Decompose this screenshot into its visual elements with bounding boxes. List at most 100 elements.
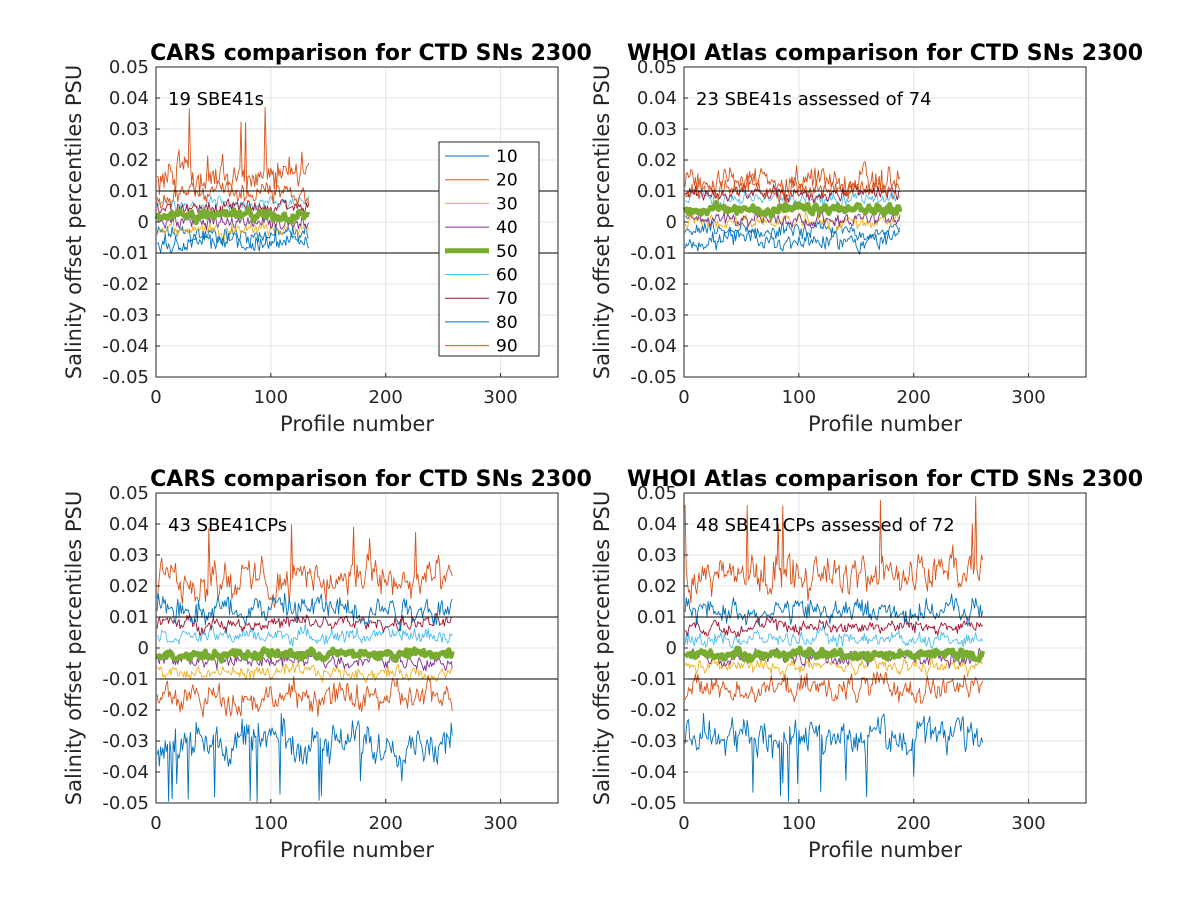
series-line-p70 xyxy=(156,198,310,216)
x-tick-label: 0 xyxy=(150,813,161,834)
chart-annotation: 43 SBE41CPs xyxy=(168,515,287,536)
y-tick-label: 0.05 xyxy=(637,483,677,504)
series-line-p90 xyxy=(156,675,453,718)
y-tick-label: -0.02 xyxy=(102,700,149,721)
y-tick-label: -0.01 xyxy=(102,243,149,264)
series-line-p90 xyxy=(684,671,984,704)
series-line-p50 xyxy=(154,646,455,664)
y-tick-label: -0.03 xyxy=(102,731,149,752)
x-tick-label: 300 xyxy=(483,387,517,408)
y-tick-label: 0.05 xyxy=(109,57,149,78)
series-line-p50 xyxy=(154,206,311,226)
y-tick-label: -0.01 xyxy=(630,669,677,690)
y-tick-label: -0.02 xyxy=(630,274,677,295)
y-tick-label: 0 xyxy=(138,638,149,659)
y-tick-label: -0.05 xyxy=(102,367,149,388)
y-tick-label: 0.03 xyxy=(109,545,149,566)
x-tick-label: 100 xyxy=(782,387,816,408)
x-tick-label: 300 xyxy=(483,813,517,834)
panel-whoi-sbe41: 0.05 0.04 0.03 0.02 0.01 0 -0.01 -0.02 -0.03 -0.0… xyxy=(590,41,1143,436)
x-tick-label: 200 xyxy=(369,813,403,834)
y-tick-label: 0.02 xyxy=(109,576,149,597)
chart-title: CARS comparison for CTD SNs 2300 xyxy=(150,41,592,66)
x-tick-label: 0 xyxy=(678,387,689,408)
x-tick-label: 100 xyxy=(254,387,288,408)
y-tick-label: 0.01 xyxy=(637,607,677,628)
x-axis-label: Profile number xyxy=(808,412,962,436)
y-tick-label: 0.03 xyxy=(109,119,149,140)
x-tick-label: 100 xyxy=(782,813,816,834)
y-tick-label: 0.01 xyxy=(637,181,677,202)
y-tick-label: -0.01 xyxy=(630,243,677,264)
legend-label-p90: 90 xyxy=(496,337,518,357)
y-tick-label: -0.03 xyxy=(630,731,677,752)
x-axis-label: Profile number xyxy=(808,838,962,862)
y-tick-label: -0.01 xyxy=(102,669,149,690)
x-axis-label: Profile number xyxy=(280,838,434,862)
y-axis-label: Salinity offset percentiles PSU xyxy=(590,491,614,805)
series-line-p50 xyxy=(682,199,903,219)
y-tick-label: 0 xyxy=(138,212,149,233)
series-line-p30 xyxy=(684,654,983,679)
series-line-p40 xyxy=(156,648,453,672)
y-tick-label: -0.02 xyxy=(630,700,677,721)
plot-area: 0.05 0.04 0.03 0.02 0.01 0 -0.01 -0.02 -0.03 -0.0… xyxy=(630,483,1087,834)
panel-cars-sbe41: 0.05 0.04 0.03 0.02 0.01 0 -0.01 -0.02 -0.03 -0.0… xyxy=(62,41,592,436)
y-tick-label: 0.05 xyxy=(637,57,677,78)
y-tick-label: 0.04 xyxy=(109,514,149,535)
x-tick-label: 0 xyxy=(678,813,689,834)
series-line-p90 xyxy=(156,180,310,209)
series-line-p30 xyxy=(156,218,310,242)
panel-whoi-sbe41cp: 0.05 0.04 0.03 0.02 0.01 0 -0.01 -0.02 -0.03 -0.0… xyxy=(590,467,1143,862)
series-line-p20 xyxy=(156,524,453,608)
y-tick-label: 0.01 xyxy=(109,181,149,202)
y-tick-label: 0.02 xyxy=(637,150,677,171)
y-axis-label: Salinity offset percentiles PSU xyxy=(62,491,86,805)
y-tick-label: -0.04 xyxy=(102,762,149,783)
plot-area: 0.05 0.04 0.03 0.02 0.01 0 -0.01 -0.02 -0.03 -0.0… xyxy=(102,483,559,834)
series-line-p40 xyxy=(685,207,901,229)
x-tick-label: 300 xyxy=(1011,387,1045,408)
legend-label-p50: 50 xyxy=(496,242,518,262)
x-axis-label: Profile number xyxy=(280,412,434,436)
plot-area: 0.05 0.04 0.03 0.02 0.01 0 -0.01 -0.02 -0.03 -0.0… xyxy=(102,57,559,408)
y-tick-label: -0.05 xyxy=(630,367,677,388)
legend-label-p60: 60 xyxy=(496,266,518,286)
series-line-p60 xyxy=(156,195,310,214)
y-tick-label: 0 xyxy=(666,638,677,659)
series-line-p70 xyxy=(684,616,983,638)
chart-annotation: 48 SBE41CPs assessed of 72 xyxy=(696,515,955,536)
series-line-p10 xyxy=(156,224,310,247)
series-line-p80 xyxy=(684,227,901,255)
legend-label-p40: 40 xyxy=(496,218,518,238)
y-tick-label: -0.05 xyxy=(102,793,149,814)
y-tick-label: 0 xyxy=(666,212,677,233)
chart-title: CARS comparison for CTD SNs 2300 xyxy=(150,467,592,492)
x-tick-label: 200 xyxy=(897,387,931,408)
series-line-p60 xyxy=(156,623,453,647)
series-line-p90 xyxy=(684,173,901,203)
panel-cars-sbe41cp: 0.05 0.04 0.03 0.02 0.01 0 -0.01 -0.02 -0.03 -0.0… xyxy=(62,467,592,862)
chart-annotation: 23 SBE41s assessed of 74 xyxy=(696,89,932,110)
legend-label-p10: 10 xyxy=(496,147,518,167)
chart-title: WHOI Atlas comparison for CTD SNs 2300 xyxy=(627,467,1143,492)
y-tick-label: 0.01 xyxy=(109,607,149,628)
series-line-p20 xyxy=(684,495,984,604)
plot-area: 0.05 0.04 0.03 0.02 0.01 0 -0.01 -0.02 -0.03 -0.0… xyxy=(630,57,1087,408)
y-tick-label: 0.04 xyxy=(109,88,149,109)
series-line-p60 xyxy=(684,624,984,649)
y-tick-label: -0.04 xyxy=(102,336,149,357)
x-tick-label: 200 xyxy=(897,813,931,834)
series-line-p10 xyxy=(156,713,453,803)
x-tick-label: 0 xyxy=(150,387,161,408)
series-line-p20 xyxy=(156,106,310,198)
y-tick-label: 0.02 xyxy=(109,150,149,171)
legend-label-p20: 20 xyxy=(496,171,518,191)
y-tick-label: 0.04 xyxy=(637,88,677,109)
series-line-p10 xyxy=(684,220,901,241)
y-tick-label: 0.05 xyxy=(109,483,149,504)
x-tick-label: 100 xyxy=(254,813,288,834)
chart-annotation: 19 SBE41s xyxy=(168,89,264,110)
series-line-p50 xyxy=(683,645,986,664)
